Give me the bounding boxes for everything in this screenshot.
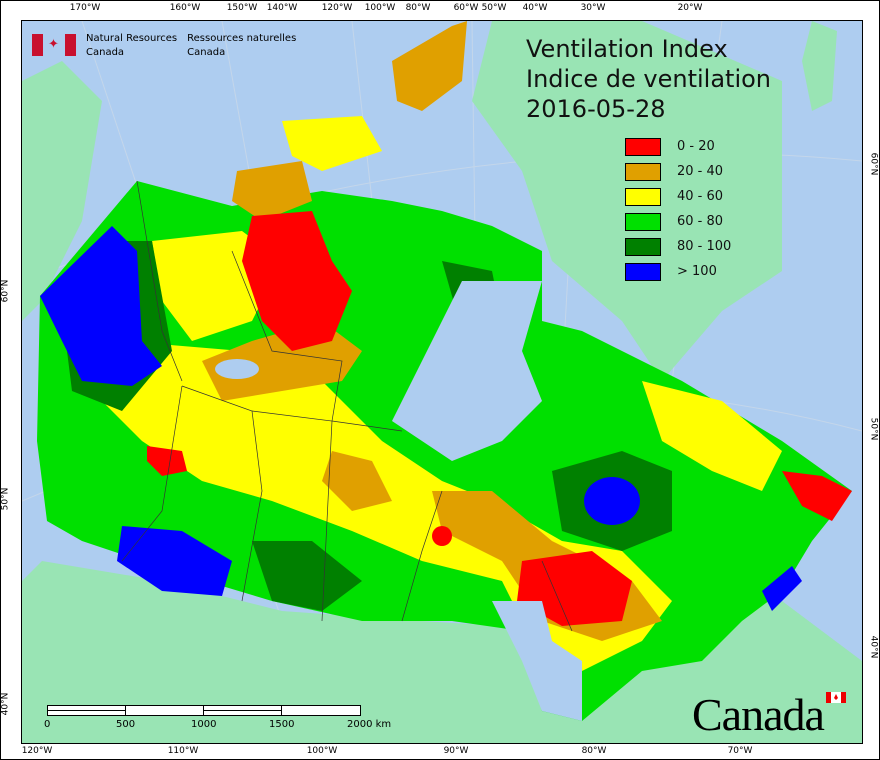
right-tick-label: 40°N xyxy=(868,635,879,659)
zone-40-60 xyxy=(282,116,382,171)
canada-flag-icon xyxy=(826,692,846,703)
zone-40-60 xyxy=(642,381,782,491)
legend-item: 40 - 60 xyxy=(625,184,731,209)
bottom-tick-label: 70°W xyxy=(727,746,753,756)
scale-bar xyxy=(47,705,361,716)
legend-swatch xyxy=(625,262,661,281)
left-tick-label: 50°N xyxy=(0,487,11,511)
legend-item: 20 - 40 xyxy=(625,159,731,184)
legend-swatch xyxy=(625,187,661,206)
legend-swatch xyxy=(625,162,661,181)
legend-label: 80 - 100 xyxy=(677,239,732,254)
legend-swatch xyxy=(625,237,661,256)
top-tick-label: 60°W xyxy=(453,3,479,13)
map-title: Ventilation Index Indice de ventilation … xyxy=(526,34,771,124)
lakes xyxy=(215,281,582,721)
top-tick-label: 140°W xyxy=(266,3,298,13)
canada-wordmark: Canada xyxy=(692,689,825,740)
top-tick-label: 170°W xyxy=(69,3,101,13)
legend-item: 0 - 20 xyxy=(625,134,731,159)
bottom-tick-label: 110°W xyxy=(167,746,199,756)
top-tick-label: 50°W xyxy=(481,3,507,13)
agency-name-fr: Ressources naturelles Canada xyxy=(187,32,296,60)
legend-item: 60 - 80 xyxy=(625,209,731,234)
title-fr: Indice de ventilation xyxy=(526,65,772,93)
zone-0-20 xyxy=(147,446,187,476)
zone-0-20 xyxy=(782,471,852,521)
legend-swatch xyxy=(625,212,661,231)
legend: 0 - 20 20 - 40 40 - 60 60 - 80 80 - 100 > 100 xyxy=(625,134,731,284)
top-tick-label: 150°W xyxy=(226,3,258,13)
legend-item: > 100 xyxy=(625,259,731,284)
bottom-tick-label: 100°W xyxy=(306,746,338,756)
scale-label: 1500 xyxy=(269,719,295,730)
right-tick-label: 60°N xyxy=(868,152,879,176)
top-tick-label: 100°W xyxy=(364,3,396,13)
agency-fr-line: Canada xyxy=(187,47,226,58)
legend-label: 0 - 20 xyxy=(677,139,715,154)
scale-label: 1000 xyxy=(191,719,217,730)
ventilation-zones xyxy=(37,21,852,721)
nrcan-signature: ✦ Natural Resources Canada Ressources na… xyxy=(32,32,296,60)
bottom-tick-label: 120°W xyxy=(21,746,53,756)
scale-label: 0 xyxy=(44,719,51,730)
zone-20-40 xyxy=(232,161,312,221)
top-tick-label: 120°W xyxy=(321,3,353,13)
ventilation-index-map[interactable] xyxy=(21,20,863,744)
title-en: Ventilation Index xyxy=(526,35,728,63)
top-tick-label: 20°W xyxy=(677,3,703,13)
legend-label: 40 - 60 xyxy=(677,189,724,204)
legend-label: 20 - 40 xyxy=(677,164,724,179)
zone-over-100 xyxy=(762,566,802,611)
zone-over-100 xyxy=(117,526,232,596)
legend-swatch xyxy=(625,137,661,156)
legend-label: > 100 xyxy=(677,264,717,279)
top-tick-label: 40°W xyxy=(522,3,548,13)
zone-80-100 xyxy=(252,541,362,611)
left-tick-label: 40°N xyxy=(0,692,11,716)
agency-en-line: Canada xyxy=(86,47,125,58)
legend-item: 80 - 100 xyxy=(625,234,731,259)
top-tick-label: 160°W xyxy=(169,3,201,13)
right-tick-label: 50°N xyxy=(868,417,879,441)
map-date: 2016-05-28 xyxy=(526,95,666,123)
top-tick-label: 30°W xyxy=(580,3,606,13)
left-tick-label: 60°N xyxy=(0,279,11,303)
canada-flag-icon: ✦ xyxy=(32,34,76,56)
agency-fr-line: Ressources naturelles xyxy=(187,33,297,44)
bottom-tick-label: 80°W xyxy=(581,746,607,756)
agency-en-line: Natural Resources xyxy=(86,33,178,44)
provincial-borders xyxy=(121,180,573,632)
scale-label: 500 xyxy=(116,719,136,730)
agency-name-en: Natural Resources Canada xyxy=(86,32,177,60)
zone-20-40 xyxy=(322,451,392,511)
zone-0-20 xyxy=(432,526,452,546)
zone-20-40 xyxy=(392,21,467,111)
zone-0-20 xyxy=(242,211,352,351)
legend-label: 60 - 80 xyxy=(677,214,724,229)
top-tick-label: 80°W xyxy=(405,3,431,13)
zone-over-100 xyxy=(40,226,162,386)
scale-label: 2000 km xyxy=(347,719,392,730)
zone-over-100 xyxy=(584,477,640,525)
bottom-tick-label: 90°W xyxy=(443,746,469,756)
map-canvas xyxy=(22,21,862,743)
